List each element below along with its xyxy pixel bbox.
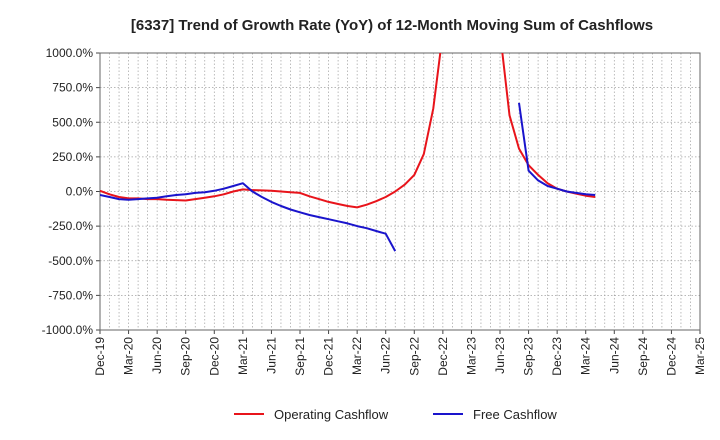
x-tick-label: Sep-22 xyxy=(407,337,421,376)
x-tick-label: Mar-25 xyxy=(693,337,707,375)
x-tick-label: Dec-19 xyxy=(93,337,107,376)
x-tick-label: Jun-21 xyxy=(264,337,278,374)
axis-layer: 1000.0% 750.0% 500.0% 250.0% 0.0% -250.0% -500… xyxy=(42,46,707,376)
y-tick-label: -1000.0% xyxy=(42,323,94,337)
x-tick-label: Jun-24 xyxy=(607,337,621,374)
y-tick-label: 250.0% xyxy=(52,150,93,164)
plot-background xyxy=(100,53,700,330)
x-tick-label: Sep-24 xyxy=(636,337,650,376)
x-tick-label: Jun-20 xyxy=(150,337,164,374)
grid-layer xyxy=(100,53,700,330)
legend: Operating Cashflow Free Cashflow xyxy=(234,407,557,422)
legend-label: Free Cashflow xyxy=(473,407,557,422)
x-tick-label: Sep-23 xyxy=(522,337,536,376)
chart-title: [6337] Trend of Growth Rate (YoY) of 12-… xyxy=(131,17,653,34)
x-tick-label: Sep-20 xyxy=(179,337,193,376)
x-tick-label: Mar-22 xyxy=(350,337,364,375)
y-tick-label: -500.0% xyxy=(48,254,93,268)
y-tick-label: -250.0% xyxy=(48,219,93,233)
x-tick-label: Jun-22 xyxy=(379,337,393,374)
x-tick-label: Mar-20 xyxy=(122,337,136,375)
x-tick-label: Mar-24 xyxy=(579,337,593,375)
x-tick-label: Dec-20 xyxy=(207,337,221,376)
legend-label: Operating Cashflow xyxy=(274,407,389,422)
x-tick-label: Dec-24 xyxy=(664,337,678,376)
x-tick-label: Dec-21 xyxy=(322,337,336,376)
y-tick-label: 750.0% xyxy=(52,81,93,95)
series-layer xyxy=(100,53,596,252)
x-tick-label: Dec-22 xyxy=(436,337,450,376)
series-line xyxy=(518,102,596,196)
x-tick-label: Jun-23 xyxy=(493,337,507,374)
y-tick-label: -750.0% xyxy=(48,288,93,302)
series-line xyxy=(100,182,397,252)
y-tick-label: 500.0% xyxy=(52,115,93,129)
x-tick-label: Sep-21 xyxy=(293,337,307,376)
y-tick-label: 0.0% xyxy=(66,185,94,199)
series-1 xyxy=(100,102,596,252)
y-tick-label: 1000.0% xyxy=(46,46,94,60)
x-tick-label: Mar-21 xyxy=(236,337,250,375)
x-tick-label: Dec-23 xyxy=(550,337,564,376)
x-tick-label: Mar-23 xyxy=(464,337,478,375)
series-line xyxy=(100,53,442,209)
